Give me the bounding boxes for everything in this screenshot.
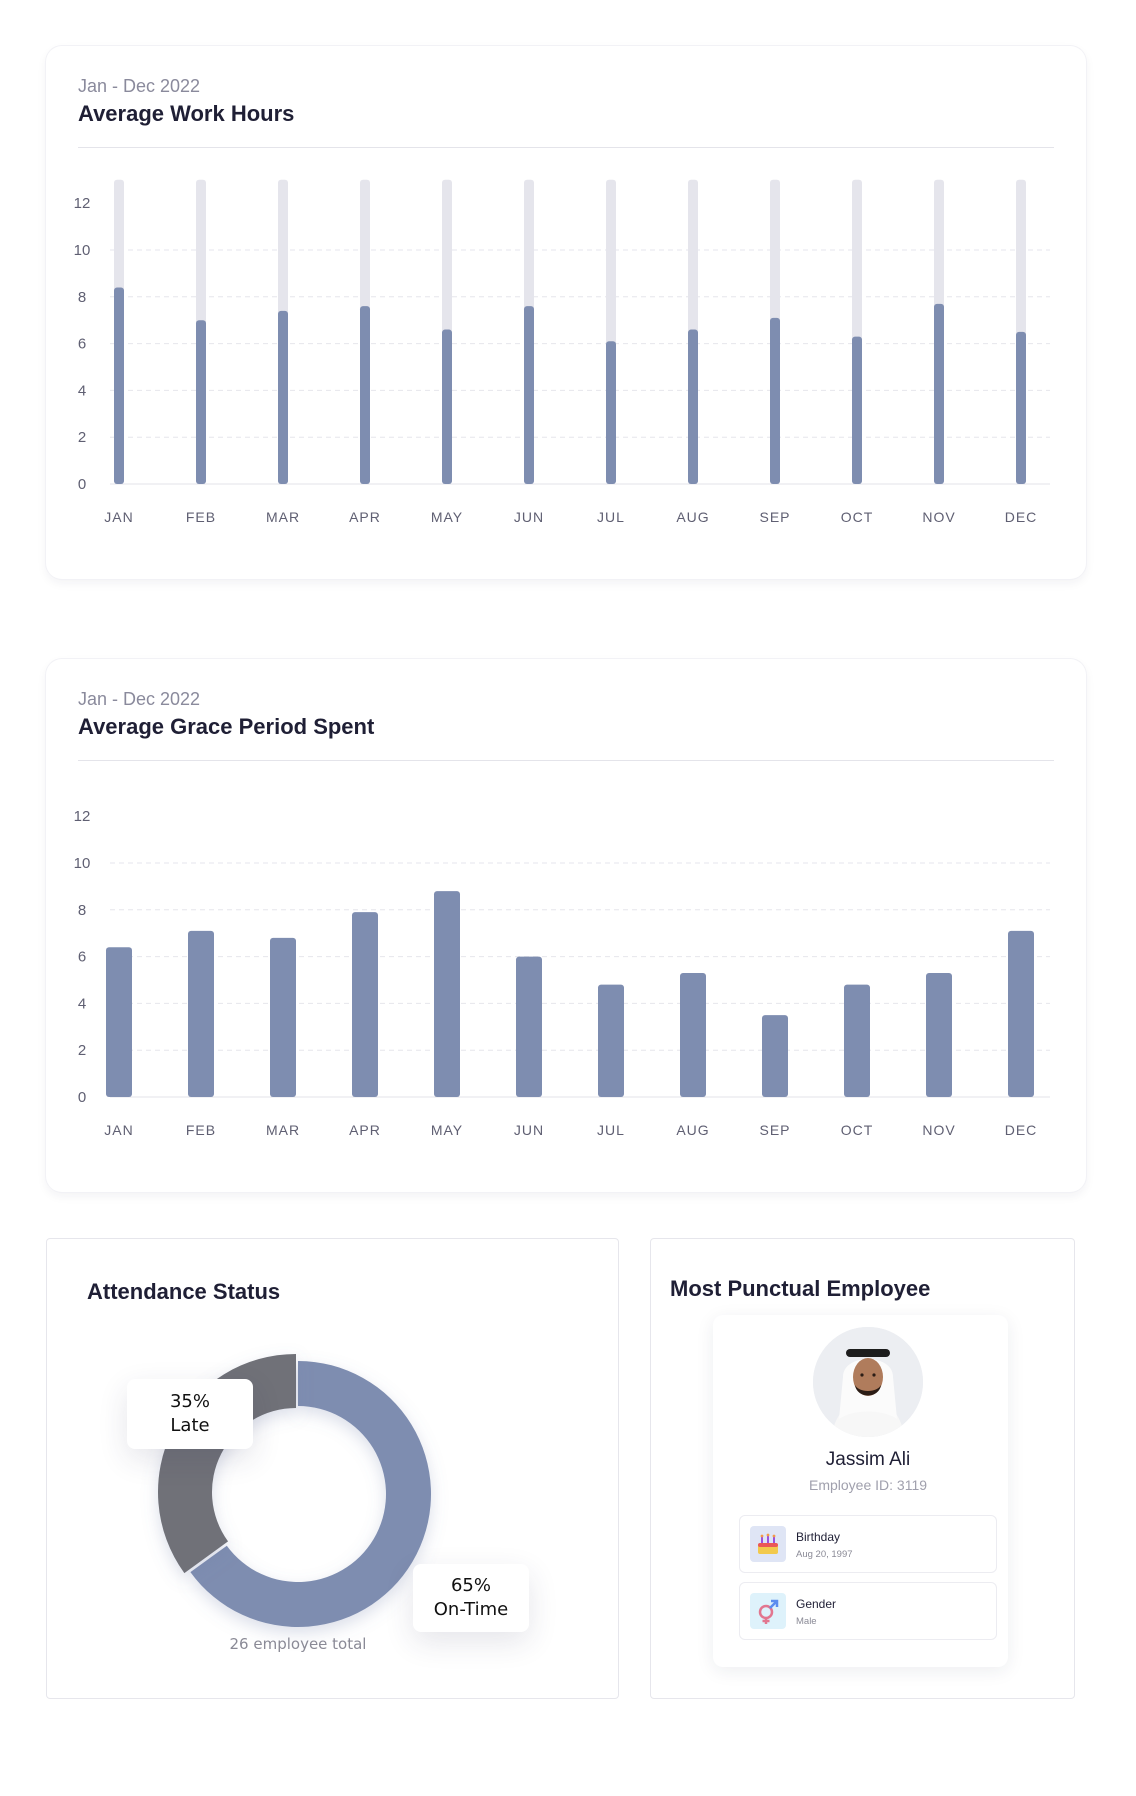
ontime-percentage: 65% <box>450 1575 491 1596</box>
y-tick-label: 2 <box>78 429 86 446</box>
ontime-callout: 65% On-Time <box>413 1564 529 1632</box>
birthday-value: Aug 20, 1997 <box>796 1549 853 1560</box>
punctual-title: Most Punctual Employee <box>670 1276 931 1301</box>
employee-profile-card[interactable]: Jassim Ali Employee ID: 3119 Birthday Au… <box>713 1315 1008 1667</box>
cake-icon <box>750 1526 786 1562</box>
late-percentage: 35% <box>169 1391 210 1412</box>
x-tick-label: APR <box>349 509 381 525</box>
bar <box>516 956 542 1097</box>
x-tick-label: MAR <box>266 509 300 525</box>
x-tick-label: JUL <box>597 509 625 525</box>
x-tick-label: MAY <box>431 1122 463 1138</box>
x-tick-label: FEB <box>186 509 216 525</box>
bar <box>434 891 460 1097</box>
work-hours-divider <box>78 147 1054 148</box>
employee-avatar <box>813 1327 923 1437</box>
grace-period-card: Jan - Dec 2022 Average Grace Period Spen… <box>46 659 1086 1192</box>
attendance-title: Attendance Status <box>87 1279 281 1304</box>
x-tick-label: NOV <box>922 1122 955 1138</box>
x-tick-label: OCT <box>841 1122 874 1138</box>
birthday-label: Birthday <box>796 1530 841 1544</box>
x-tick-label: AUG <box>676 509 709 525</box>
bar <box>114 287 124 484</box>
employee-name: Jassim Ali <box>825 1449 911 1470</box>
bar <box>926 972 952 1097</box>
bar <box>606 341 616 484</box>
grace-period-divider <box>78 760 1054 761</box>
y-tick-label: 4 <box>78 382 86 399</box>
bar <box>1008 930 1034 1097</box>
gender-row: Gender Male <box>739 1582 997 1640</box>
work-hours-title: Average Work Hours <box>78 101 295 126</box>
x-tick-label: NOV <box>922 509 955 525</box>
bar <box>934 303 944 484</box>
bar <box>852 336 862 484</box>
attendance-status-card: Attendance Status 35% Late 65% On-Time 2… <box>46 1238 619 1699</box>
bar <box>762 1015 788 1097</box>
x-tick-label: FEB <box>186 1122 216 1138</box>
y-tick-label: 8 <box>78 289 86 306</box>
x-tick-label: AUG <box>676 1122 709 1138</box>
x-tick-label: MAY <box>431 509 463 525</box>
attendance-donut-chart <box>158 1354 431 1627</box>
bar <box>442 329 452 484</box>
gender-label: Gender <box>796 1597 837 1611</box>
ontime-label: On-Time <box>433 1599 509 1620</box>
late-callout: 35% Late <box>127 1379 253 1449</box>
bar <box>598 984 624 1097</box>
bar <box>196 320 206 484</box>
bar <box>278 310 288 484</box>
x-tick-label: JUN <box>514 509 544 525</box>
bar <box>352 912 378 1097</box>
most-punctual-card: Most Punctual Employee Jassim Ali Employ… <box>650 1238 1075 1699</box>
bar <box>770 317 780 484</box>
y-tick-label: 10 <box>74 242 91 259</box>
employee-total-caption: 26 employee total <box>229 1635 367 1653</box>
work-hours-date-range: Jan - Dec 2022 <box>78 76 201 96</box>
y-tick-label: 0 <box>78 476 86 493</box>
y-tick-label: 2 <box>78 1042 86 1059</box>
x-tick-label: JAN <box>104 509 133 525</box>
y-tick-label: 12 <box>74 195 91 212</box>
x-tick-label: DEC <box>1005 1122 1038 1138</box>
work-hours-chart: 0 2 4 6 8 10 12 JAN FEB MAR APR MAY JUN JUL AUG SEP OCT N… <box>74 179 1050 525</box>
employee-id: Employee ID: 3119 <box>808 1477 928 1493</box>
x-tick-label: SEP <box>759 1122 790 1138</box>
work-hours-card: Jan - Dec 2022 Average Work Hours 0 2 4 6 8 1… <box>46 46 1086 579</box>
grace-period-title: Average Grace Period Spent <box>78 714 375 739</box>
birthday-row: Birthday Aug 20, 1997 <box>739 1515 997 1573</box>
grace-period-chart: 0 2 4 6 8 10 12 JAN FEB MAR APR MAY JUN JUL AUG SEP OCT N… <box>74 808 1050 1138</box>
bar <box>188 930 214 1097</box>
x-tick-label: JUN <box>514 1122 544 1138</box>
y-tick-label: 6 <box>78 949 86 966</box>
bar <box>270 937 296 1097</box>
bar <box>360 306 370 484</box>
bar <box>844 984 870 1097</box>
grace-period-date-range: Jan - Dec 2022 <box>78 689 201 709</box>
bar <box>106 947 132 1097</box>
bar <box>524 306 534 484</box>
bar <box>1016 331 1026 484</box>
x-tick-label: SEP <box>759 509 790 525</box>
x-tick-label: MAR <box>266 1122 300 1138</box>
x-tick-label: JAN <box>104 1122 133 1138</box>
ontime-slice <box>190 1361 431 1627</box>
x-tick-label: OCT <box>841 509 874 525</box>
y-tick-label: 4 <box>78 995 86 1012</box>
bar <box>688 329 698 484</box>
y-tick-label: 10 <box>74 855 91 872</box>
y-tick-label: 6 <box>78 336 86 353</box>
y-tick-label: 12 <box>74 808 91 825</box>
y-tick-label: 0 <box>78 1089 86 1106</box>
gender-icon <box>750 1593 786 1629</box>
late-label: Late <box>170 1415 210 1436</box>
x-tick-label: APR <box>349 1122 381 1138</box>
y-tick-label: 8 <box>78 902 86 919</box>
bar <box>680 972 706 1097</box>
x-tick-label: JUL <box>597 1122 625 1138</box>
x-tick-label: DEC <box>1005 509 1038 525</box>
gender-value: Male <box>796 1616 817 1627</box>
